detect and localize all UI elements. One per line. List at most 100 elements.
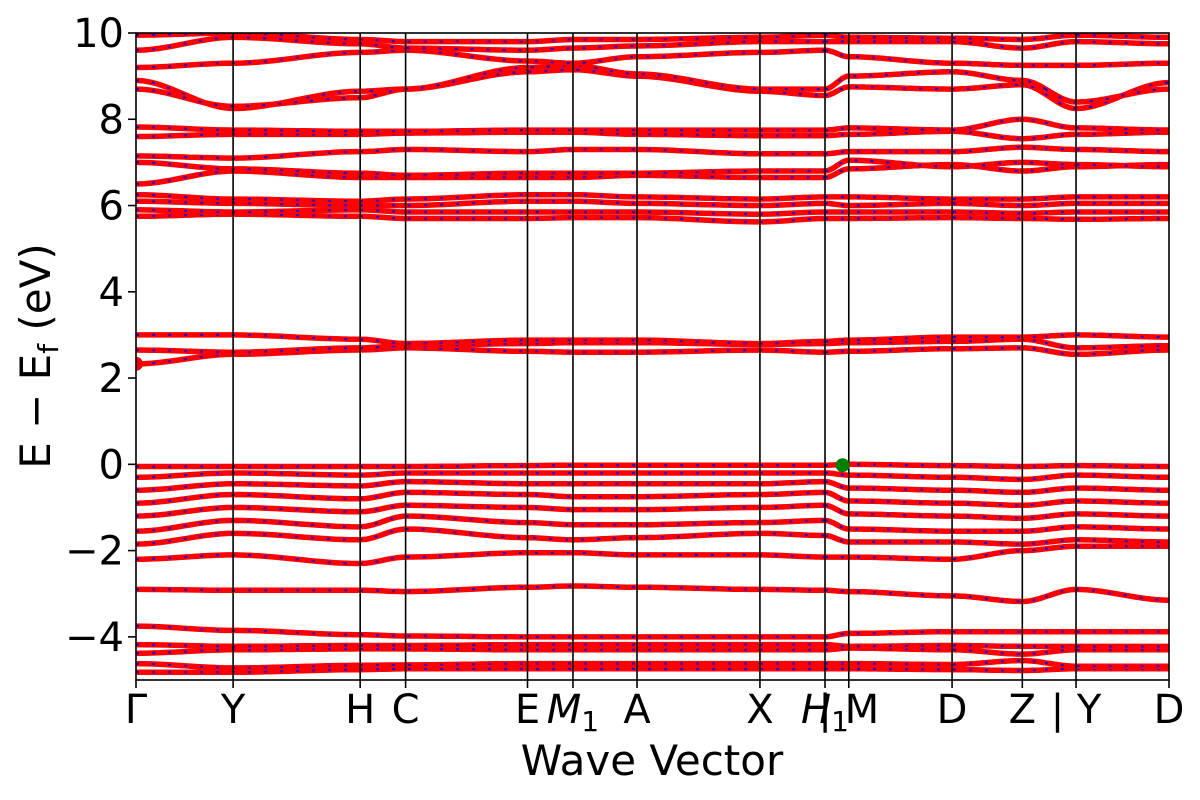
bands — [136, 33, 1169, 675]
band-line — [1043, 200, 1169, 208]
band-line — [824, 82, 1047, 99]
kpoint-label: | Y — [1051, 687, 1102, 733]
band-line-accent — [136, 200, 826, 207]
y-axis-label-unit: (eV) — [11, 243, 60, 344]
kpoint-label: Γ — [125, 687, 148, 733]
band-line-accent — [136, 514, 826, 533]
band-line — [824, 200, 1046, 209]
band-line — [1043, 462, 1169, 470]
band-line-accent — [136, 148, 825, 160]
kpoint-label: M1 — [547, 687, 599, 738]
band-line-accent — [1044, 81, 1169, 110]
y-tick-label: −2 — [65, 529, 124, 575]
band-line — [1043, 472, 1169, 481]
band-line-accent — [136, 471, 825, 479]
band-line-accent — [136, 341, 825, 354]
kpoint-label: Y — [220, 687, 246, 733]
band-edge-markers — [136, 356, 850, 473]
band-line — [824, 38, 1046, 51]
y-tick-label: 6 — [99, 184, 124, 230]
band-line — [824, 517, 1046, 534]
band-line-accent — [136, 131, 825, 138]
band-line-accent — [824, 159, 1046, 173]
y-ticks: −4 −2 0 2 4 6 8 10 — [65, 11, 136, 661]
band-line-accent — [136, 464, 825, 468]
band-line — [1043, 537, 1169, 546]
band-line — [136, 34, 825, 54]
plot-area — [136, 33, 1169, 680]
band-line — [824, 546, 1046, 562]
kpoint-label: Z — [1009, 687, 1036, 733]
band-line — [824, 461, 1046, 470]
band-line — [1043, 498, 1169, 507]
kpoint-label: E — [515, 687, 540, 733]
band-line — [136, 641, 825, 650]
band-line — [824, 489, 1046, 509]
band-line — [824, 628, 1046, 640]
band-line — [1043, 524, 1169, 533]
band-line — [1043, 209, 1169, 216]
band-line — [1043, 586, 1169, 603]
band-line-accent — [136, 125, 825, 133]
band-line — [1043, 194, 1169, 201]
band-line — [1043, 332, 1169, 340]
kpoint-label: H1 — [801, 687, 849, 738]
band-line — [136, 478, 826, 493]
band-line-accent — [1044, 87, 1169, 104]
band-edge-marker — [835, 458, 850, 473]
band-line — [136, 159, 825, 179]
band-line — [1043, 60, 1169, 69]
kpoint-label: C — [392, 687, 420, 733]
band-line-accent — [136, 625, 825, 639]
band-line-accent — [136, 208, 826, 216]
band-line — [824, 47, 1046, 69]
band-line-accent — [824, 70, 1046, 91]
y-tick-label: 4 — [99, 270, 124, 316]
band-line — [136, 489, 826, 506]
band-line — [824, 666, 1046, 674]
kpoint-label: | M — [818, 687, 879, 733]
band-line-accent — [136, 527, 826, 546]
band-line — [824, 116, 1046, 133]
band-line — [824, 194, 1046, 202]
band-line-accent — [136, 333, 826, 345]
band-line — [1043, 145, 1169, 155]
band-line — [1043, 543, 1169, 552]
band-line — [1043, 347, 1169, 358]
band-line — [136, 62, 825, 110]
band-line — [824, 478, 1046, 496]
kpoint-label: A — [623, 687, 651, 733]
band-line-accent — [136, 584, 826, 593]
y-tick-label: 10 — [73, 11, 124, 57]
y-tick-label: 8 — [99, 97, 124, 143]
band-line — [824, 587, 1046, 605]
band-line — [824, 657, 1046, 668]
kpoint-label: H — [345, 687, 375, 733]
y-axis-label-main: E − E — [11, 354, 60, 469]
band-line — [1043, 511, 1169, 520]
band-line — [824, 345, 1046, 355]
kpoint-label: D — [937, 687, 968, 733]
band-line — [824, 214, 1046, 222]
band-line — [1043, 660, 1169, 669]
y-axis-label: E − Ef (eV) — [11, 243, 65, 469]
band-line — [1043, 33, 1169, 41]
y-tick-label: 0 — [99, 442, 124, 488]
band-line — [824, 33, 1046, 43]
band-line — [136, 502, 826, 519]
y-tick-label: −4 — [65, 615, 124, 661]
band-line — [824, 209, 1046, 217]
band-line-accent — [136, 662, 825, 670]
band-line — [136, 462, 825, 470]
band-line — [1043, 647, 1169, 656]
band-line — [1043, 38, 1169, 49]
band-line — [1043, 160, 1169, 170]
band-line — [1043, 215, 1169, 223]
band-line — [1043, 339, 1169, 351]
band-line-accent — [136, 667, 825, 674]
band-line-accent — [136, 647, 825, 655]
band-line-accent — [136, 193, 826, 203]
band-line-accent — [136, 551, 826, 565]
